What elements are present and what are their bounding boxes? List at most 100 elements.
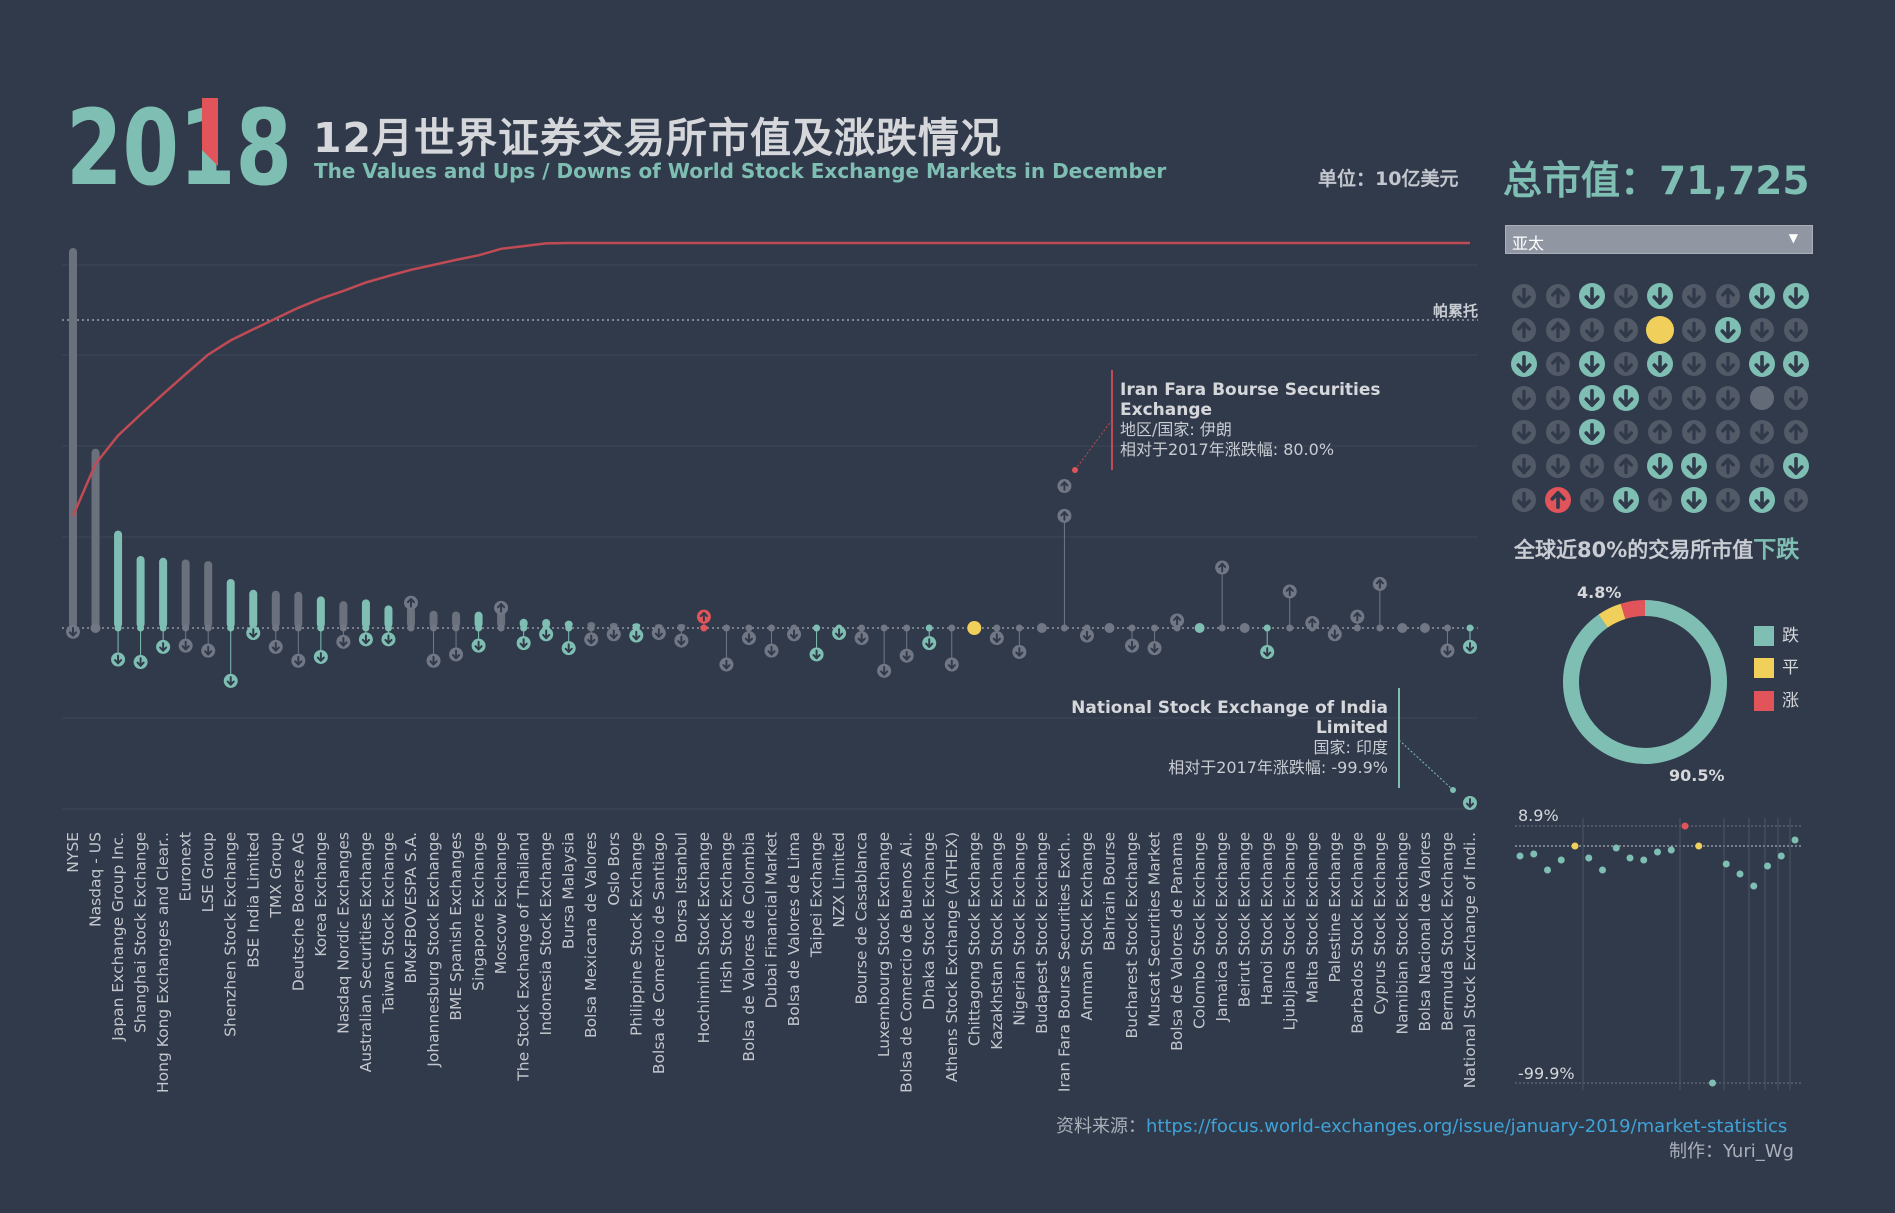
base-dot bbox=[1128, 624, 1136, 632]
arrow-up-icon bbox=[1784, 420, 1808, 444]
x-tick-label: Taipei Exchange bbox=[808, 832, 826, 958]
tooltip-iran-name-1: Iran Fara Bourse Securities bbox=[1120, 380, 1381, 400]
arrow-down-icon bbox=[1614, 318, 1638, 342]
arrow-up-icon bbox=[1170, 613, 1185, 628]
x-tick-label: Budapest Stock Exchange bbox=[1033, 832, 1051, 1034]
arrow-glyph bbox=[1127, 640, 1137, 651]
arrow-glyph bbox=[1755, 321, 1769, 339]
region-dropdown[interactable]: 亚太 ▼ bbox=[1505, 225, 1813, 254]
base-dot bbox=[114, 624, 122, 632]
arrow-glyph bbox=[992, 633, 1001, 643]
bar bbox=[452, 611, 461, 628]
arrow-glyph bbox=[406, 597, 416, 608]
arrow-down-icon bbox=[1750, 420, 1774, 444]
arrow-glyph bbox=[1619, 423, 1633, 441]
arrow-down-icon bbox=[291, 653, 306, 668]
x-tick-label: Iran Fara Bourse Securities Exch.. bbox=[1055, 832, 1073, 1092]
arrow-down-icon bbox=[1580, 454, 1604, 478]
arrow-down-icon bbox=[1613, 385, 1639, 411]
arrow-down-icon bbox=[1260, 644, 1275, 659]
year-logo: 2018 bbox=[66, 98, 292, 190]
arrow-glyph bbox=[474, 640, 483, 651]
arrow-glyph bbox=[451, 649, 461, 660]
arrow-down-icon bbox=[1614, 420, 1638, 444]
mini-point bbox=[1764, 862, 1771, 870]
arrow-down-icon bbox=[1647, 283, 1673, 309]
tooltip-iran: Iran Fara Bourse Securities Exchange 地区/… bbox=[1120, 380, 1381, 460]
mini-point bbox=[1722, 860, 1730, 868]
arrow-down-icon bbox=[1648, 386, 1672, 410]
donut-title: 全球近80%的交易所市值下跌 bbox=[1514, 530, 1799, 564]
arrow-glyph bbox=[744, 633, 754, 643]
arrow-down-icon bbox=[1614, 284, 1638, 308]
small-marker bbox=[1104, 623, 1115, 633]
arrow-down-icon bbox=[1682, 352, 1706, 376]
x-tick-label: LSE Group bbox=[199, 832, 217, 912]
legend-up: 涨 bbox=[1754, 686, 1799, 711]
base-dot bbox=[497, 624, 505, 632]
arrow-glyph bbox=[1652, 457, 1668, 475]
mini-max-label: 8.9% bbox=[1518, 806, 1559, 825]
mini-point bbox=[1530, 850, 1538, 858]
arrow-glyph bbox=[654, 628, 663, 638]
arrow-down-icon bbox=[899, 648, 914, 663]
page-subtitle: The Values and Ups / Downs of World Stoc… bbox=[314, 159, 1167, 183]
arrow-glyph bbox=[1585, 491, 1599, 509]
arrow-down-icon bbox=[246, 626, 261, 641]
tooltip-iran-change: 相对于2017年涨跌幅: 80.0% bbox=[1120, 440, 1335, 459]
arrow-down-icon bbox=[832, 626, 847, 641]
base-dot bbox=[1151, 624, 1159, 632]
arrow-glyph bbox=[497, 603, 506, 613]
arrow-up-icon bbox=[1546, 284, 1570, 308]
arrow-glyph bbox=[1789, 389, 1803, 407]
legend-down-label: 跌 bbox=[1782, 626, 1799, 646]
mini-point bbox=[1626, 854, 1634, 862]
mini-point bbox=[1736, 870, 1744, 878]
arrow-down-icon bbox=[651, 626, 666, 641]
arrow-down-icon bbox=[178, 638, 193, 653]
bar bbox=[339, 601, 348, 628]
arrow-down-icon bbox=[1579, 351, 1605, 377]
arrow-glyph bbox=[1619, 355, 1633, 373]
arrow-down-icon bbox=[1613, 487, 1639, 513]
arrow-glyph bbox=[1375, 579, 1384, 589]
tooltip-india-change: 相对于2017年涨跌幅: -99.9% bbox=[1168, 758, 1388, 777]
base-dot bbox=[452, 624, 460, 632]
x-tick-label: Deutsche Boerse AG bbox=[289, 832, 307, 991]
arrow-glyph bbox=[1687, 389, 1701, 407]
tooltip-india-name-1: National Stock Exchange of India bbox=[1071, 698, 1388, 718]
status-icon-grid bbox=[1511, 283, 1809, 513]
callout-dot-iran bbox=[1072, 467, 1078, 473]
arrow-glyph bbox=[609, 629, 618, 640]
bar bbox=[181, 559, 190, 628]
mini-point bbox=[1681, 822, 1689, 830]
base-dot bbox=[475, 624, 483, 632]
arrow-glyph bbox=[1060, 511, 1069, 521]
source-link[interactable]: https://focus.world-exchanges.org/issue/… bbox=[1146, 1116, 1788, 1137]
arrow-down-icon bbox=[516, 636, 531, 651]
donut-slice bbox=[1563, 600, 1727, 764]
mini-point bbox=[1750, 882, 1758, 890]
arrow-glyph bbox=[1308, 618, 1317, 628]
author-credit: 制作：Yuri_Wg bbox=[1669, 1141, 1794, 1162]
mini-scatter: 8.9% -99.9% bbox=[1515, 806, 1802, 1090]
arrow-glyph bbox=[1754, 287, 1770, 305]
base-dot bbox=[1443, 624, 1451, 632]
x-tick-label: Luxembourg Stock Exchange bbox=[875, 832, 893, 1057]
x-tick-label: Australian Securities Exchange bbox=[357, 832, 375, 1072]
arrow-glyph bbox=[1551, 423, 1565, 441]
arrow-down-icon bbox=[1546, 454, 1570, 478]
arrow-glyph bbox=[1720, 321, 1736, 339]
arrow-down-icon bbox=[809, 647, 824, 662]
arrow-down-icon bbox=[1580, 318, 1604, 342]
arrow-down-icon bbox=[358, 632, 373, 647]
x-tick-label: Nasdaq Nordic Exchanges bbox=[334, 832, 352, 1034]
arrow-down-icon bbox=[1682, 284, 1706, 308]
x-tick-label: Euronext bbox=[177, 832, 195, 901]
donut-slice bbox=[1620, 600, 1646, 620]
gridlines bbox=[62, 264, 1478, 810]
arrow-down-icon bbox=[1579, 419, 1605, 445]
base-dot bbox=[137, 624, 145, 632]
arrow-glyph bbox=[1686, 457, 1702, 475]
